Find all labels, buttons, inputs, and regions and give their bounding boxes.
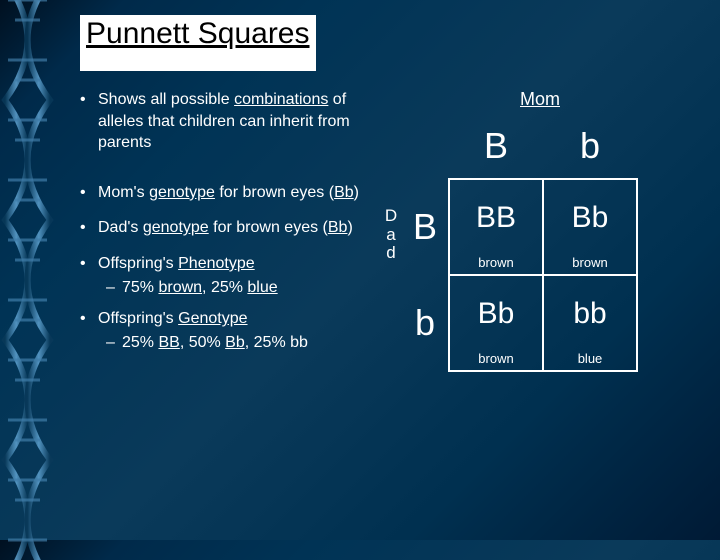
bullet-text: Offspring's Phenotype bbox=[98, 253, 255, 275]
phenotype-cell: blue bbox=[543, 347, 637, 371]
genotype-cell: bb bbox=[543, 275, 637, 347]
text-underline: genotype bbox=[143, 219, 209, 236]
text-underline: Bb bbox=[225, 334, 245, 351]
text-underline: Bb bbox=[328, 219, 348, 236]
text-underline: Phenotype bbox=[178, 255, 255, 272]
punnett-square-region: Mom D a d B b B BB Bb brown bbox=[370, 89, 700, 353]
dad-char: D bbox=[384, 207, 398, 226]
bullet-list: • Shows all possible combinations of all… bbox=[80, 89, 360, 353]
text-span: ) bbox=[347, 219, 352, 236]
phenotype-cell: brown bbox=[449, 251, 543, 275]
text-span: Offspring's bbox=[98, 310, 178, 327]
text-underline: BB bbox=[158, 334, 179, 351]
dna-helix-graphic bbox=[0, 0, 70, 560]
list-item: • Mom's genotype for brown eyes (Bb) bbox=[80, 182, 360, 204]
text-span: , 25% bb bbox=[245, 334, 308, 351]
list-item: • Shows all possible combinations of all… bbox=[80, 89, 360, 154]
text-span: 75% bbox=[122, 279, 158, 296]
mom-allele-header: B bbox=[449, 113, 543, 179]
bullet-dot: • bbox=[80, 253, 98, 275]
bullet-dot: • bbox=[80, 217, 98, 239]
dad-char: d bbox=[384, 244, 398, 263]
list-item: • Dad's genotype for brown eyes (Bb) bbox=[80, 217, 360, 239]
text-span: Offspring's bbox=[98, 255, 178, 272]
bullet-text: Offspring's Genotype bbox=[98, 308, 248, 330]
text-span: for brown eyes ( bbox=[209, 219, 328, 236]
list-subitem: – 25% BB, 50% Bb, 25% bb bbox=[106, 332, 360, 354]
dad-char: a bbox=[384, 226, 398, 245]
subitem-text: 75% brown, 25% blue bbox=[122, 277, 278, 299]
mom-label: Mom bbox=[520, 89, 560, 110]
phenotype-cell: brown bbox=[543, 251, 637, 275]
genotype-cell: Bb bbox=[449, 275, 543, 347]
subitem-text: 25% BB, 50% Bb, 25% bb bbox=[122, 332, 308, 354]
bullet-text: Mom's genotype for brown eyes (Bb) bbox=[98, 182, 359, 204]
text-span: for brown eyes ( bbox=[215, 184, 334, 201]
bullet-dot: • bbox=[80, 308, 98, 330]
text-underline: combinations bbox=[234, 91, 328, 108]
list-subitem: – 75% brown, 25% blue bbox=[106, 277, 360, 299]
mom-allele-header: b bbox=[543, 113, 637, 179]
phenotype-cell: brown bbox=[449, 347, 543, 371]
bullet-dot: • bbox=[80, 89, 98, 154]
slide-title: Punnett Squares bbox=[82, 15, 314, 53]
list-item: • Offspring's Phenotype bbox=[80, 253, 360, 275]
text-span: ) bbox=[354, 184, 359, 201]
text-underline: Bb bbox=[334, 184, 354, 201]
text-span: , 50% bbox=[180, 334, 225, 351]
bullet-text: Dad's genotype for brown eyes (Bb) bbox=[98, 217, 353, 239]
dad-label: D a d bbox=[384, 207, 398, 263]
text-span: 25% bbox=[122, 334, 158, 351]
text-span: Mom's bbox=[98, 184, 149, 201]
text-underline: brown bbox=[158, 279, 202, 296]
slide-title-bg: Punnett Squares bbox=[80, 15, 316, 71]
text-span: Dad's bbox=[98, 219, 143, 236]
text-span: , 25% bbox=[202, 279, 247, 296]
dad-allele-header: b bbox=[402, 275, 449, 371]
text-underline: blue bbox=[247, 279, 277, 296]
dash-icon: – bbox=[106, 332, 122, 354]
punnett-table: B b B BB Bb brown brown b Bb bb bbox=[402, 113, 638, 372]
genotype-cell: Bb bbox=[543, 179, 637, 251]
text-underline: genotype bbox=[149, 184, 215, 201]
corner-cell bbox=[402, 113, 449, 179]
bullet-text: Shows all possible combinations of allel… bbox=[98, 89, 360, 154]
dad-allele-header: B bbox=[402, 179, 449, 275]
bullet-dot: • bbox=[80, 182, 98, 204]
list-item: • Offspring's Genotype bbox=[80, 308, 360, 330]
text-span: Shows all possible bbox=[98, 91, 234, 108]
text-underline: Genotype bbox=[178, 310, 247, 327]
dash-icon: – bbox=[106, 277, 122, 299]
genotype-cell: BB bbox=[449, 179, 543, 251]
